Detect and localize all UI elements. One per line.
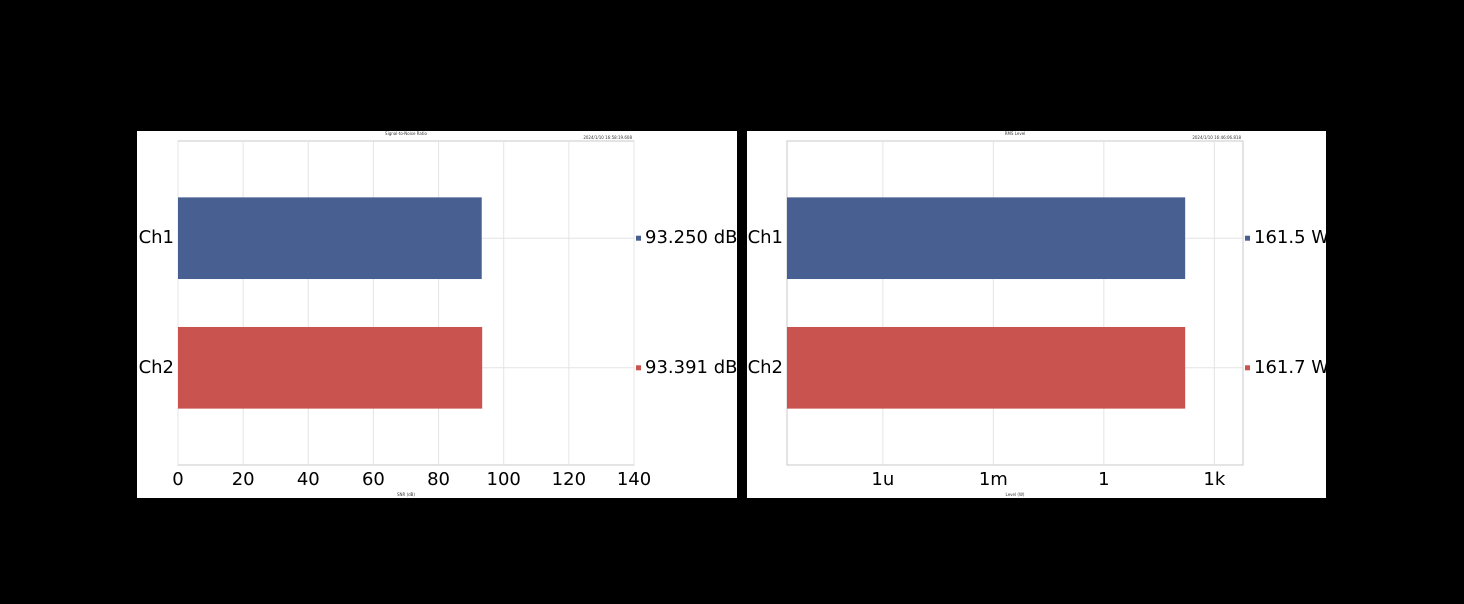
x-tick-label: 1k: [1203, 469, 1225, 490]
x-tick-label: 120: [552, 469, 586, 490]
x-tick-label: 1u: [871, 469, 894, 490]
x-tick-label: 40: [297, 469, 320, 490]
value-label: 161.5 W: [1254, 227, 1329, 248]
x-axis-label: SNR (dB): [397, 492, 415, 497]
x-tick-label: 80: [427, 469, 450, 490]
legend-swatch: [636, 365, 641, 371]
plot-area: [786, 140, 1244, 466]
x-tick-label: 1: [1098, 469, 1109, 490]
timestamp: 2024/1/10 16:46:06.818: [1192, 135, 1241, 140]
y-tick-label: Ch1: [139, 227, 174, 248]
x-tick-label: 0: [172, 469, 183, 490]
x-axis-label: Level (W): [1006, 492, 1025, 497]
bar: [787, 197, 1186, 280]
legend-swatch: [636, 235, 641, 241]
bar: [178, 326, 483, 409]
chart-title: RMS Level: [1005, 131, 1026, 136]
x-tick-label: 140: [617, 469, 651, 490]
legend-swatch: [1245, 365, 1250, 371]
chart-title: Signal-to-Noise Ratio: [385, 131, 427, 136]
bar: [178, 197, 482, 280]
x-tick-label: 1m: [979, 469, 1008, 490]
x-tick-label: 60: [362, 469, 385, 490]
y-tick-label: Ch1: [748, 227, 783, 248]
value-label: 93.250 dB: [645, 227, 737, 248]
y-tick-label: Ch2: [748, 357, 783, 378]
value-label: 93.391 dB: [645, 357, 737, 378]
legend-swatch: [1245, 235, 1250, 241]
bar: [787, 326, 1186, 409]
x-tick-label: 20: [232, 469, 255, 490]
plot-area: [177, 140, 635, 466]
x-tick-label: 100: [487, 469, 521, 490]
timestamp: 2024/1/10 16:58:19.608: [583, 135, 632, 140]
y-tick-label: Ch2: [139, 357, 174, 378]
value-label: 161.7 W: [1254, 357, 1329, 378]
